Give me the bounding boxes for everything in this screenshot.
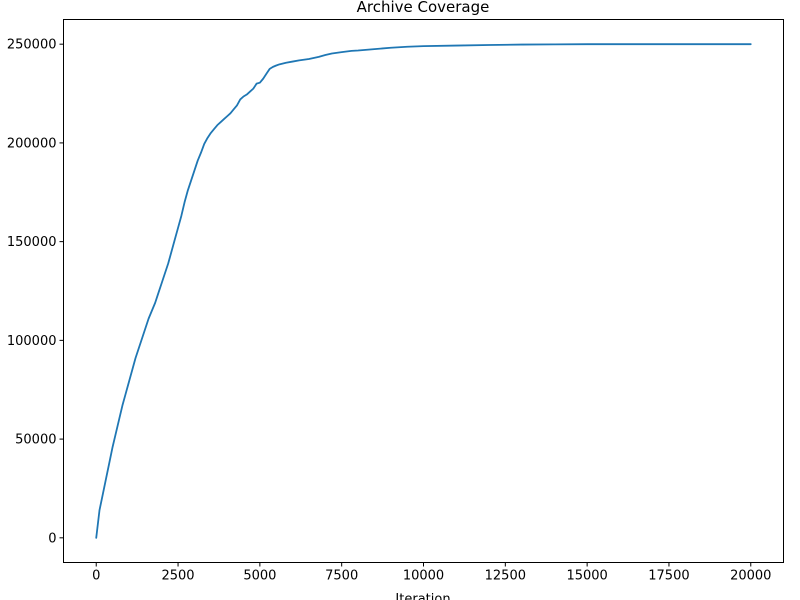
x-tick-label: 2500 (161, 569, 194, 584)
x-axis: 0 2500 5000 7500 10000 12500 15000 17500 20000 (92, 562, 771, 584)
y-tick-label: 150000 (7, 235, 57, 250)
x-axis-label: Iteration (395, 592, 450, 600)
y-tick-label: 250000 (7, 38, 57, 53)
chart-title: Archive Coverage (357, 0, 490, 16)
y-tick-label: 200000 (7, 136, 57, 151)
y-tick-label: 100000 (7, 334, 57, 349)
x-tick-label: 12500 (485, 569, 526, 584)
x-tick-label: 5000 (243, 569, 276, 584)
y-axis: 0 50000 100000 150000 200000 250000 (7, 38, 64, 546)
plot-frame (63, 19, 784, 563)
x-tick-label: 0 (92, 569, 100, 584)
series-line-0 (95, 43, 752, 539)
y-tick-label: 0 (48, 531, 56, 546)
x-tick-label: 7500 (325, 569, 358, 584)
x-tick-label: 20000 (730, 569, 771, 584)
x-tick-label: 17500 (648, 569, 689, 584)
x-tick-label: 15000 (566, 569, 607, 584)
x-tick-label: 10000 (403, 569, 444, 584)
y-tick-label: 50000 (15, 433, 56, 448)
plot-area (95, 43, 752, 539)
